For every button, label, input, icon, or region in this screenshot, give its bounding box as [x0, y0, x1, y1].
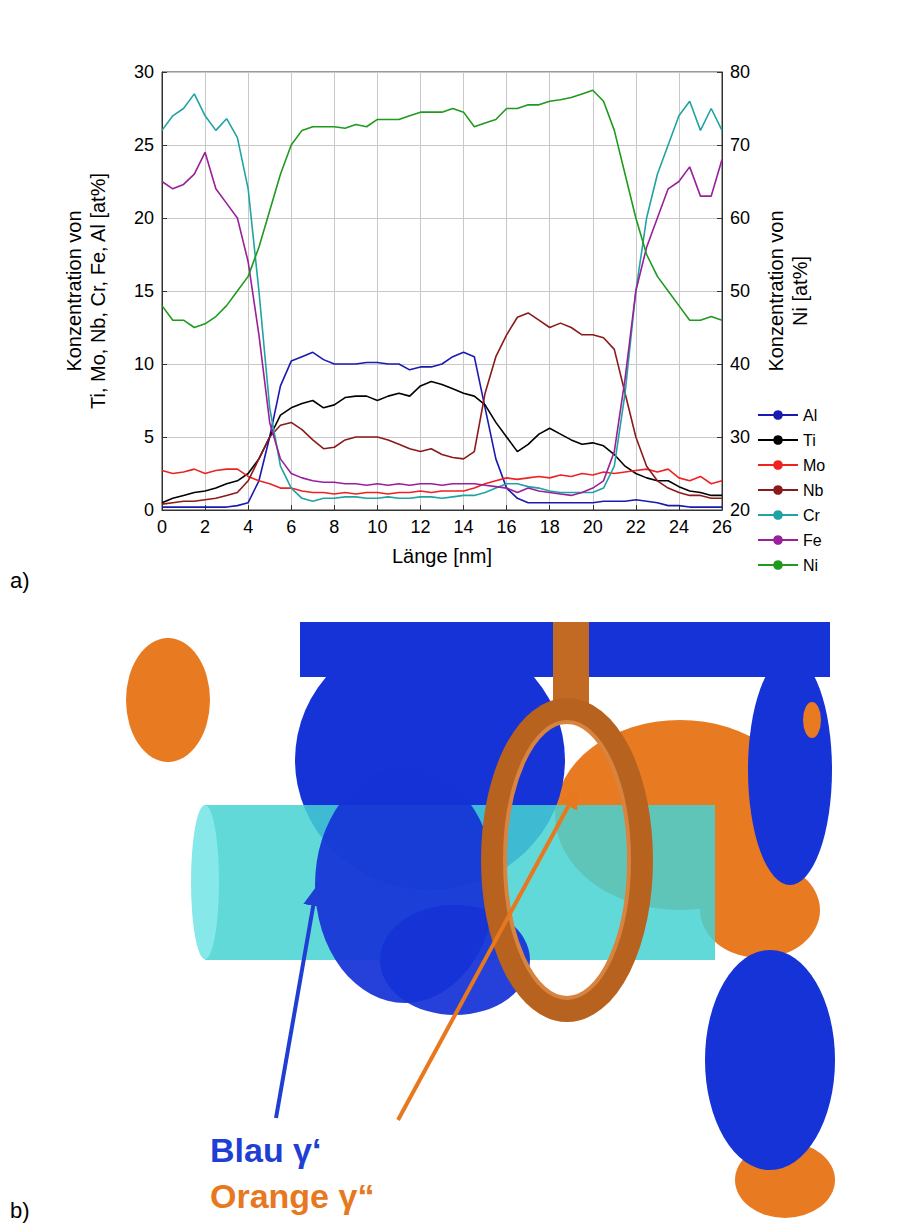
svg-text:26: 26	[712, 517, 732, 537]
svg-text:Cr: Cr	[803, 507, 821, 524]
svg-text:80: 80	[730, 62, 750, 82]
svg-text:Konzentration von: Konzentration von	[63, 210, 85, 371]
svg-text:24: 24	[669, 517, 689, 537]
svg-text:10: 10	[367, 517, 387, 537]
svg-text:Orange γ“: Orange γ“	[210, 1177, 374, 1215]
svg-text:Mo: Mo	[803, 457, 825, 474]
svg-text:Länge [nm]: Länge [nm]	[392, 545, 492, 567]
svg-text:Konzentration von: Konzentration von	[765, 210, 787, 371]
svg-text:Ni [at%]: Ni [at%]	[789, 256, 811, 326]
svg-text:Fe: Fe	[803, 532, 822, 549]
svg-text:Al: Al	[803, 407, 817, 424]
svg-text:Nb: Nb	[803, 482, 824, 499]
svg-text:2: 2	[200, 517, 210, 537]
svg-text:40: 40	[730, 354, 750, 374]
svg-text:5: 5	[144, 427, 154, 447]
svg-text:16: 16	[497, 517, 517, 537]
svg-text:70: 70	[730, 135, 750, 155]
svg-text:20: 20	[134, 208, 154, 228]
svg-text:4: 4	[243, 517, 253, 537]
svg-text:Ti: Ti	[803, 432, 816, 449]
html-text:a): a)	[10, 568, 30, 593]
svg-text:b): b)	[10, 1198, 30, 1223]
svg-text:18: 18	[540, 517, 560, 537]
svg-text:12: 12	[410, 517, 430, 537]
svg-text:6: 6	[286, 517, 296, 537]
svg-text:30: 30	[730, 427, 750, 447]
svg-text:0: 0	[157, 517, 167, 537]
svg-text:14: 14	[454, 517, 474, 537]
svg-text:30: 30	[134, 62, 154, 82]
svg-text:Ni: Ni	[803, 557, 818, 574]
svg-text:20: 20	[583, 517, 603, 537]
svg-text:25: 25	[134, 135, 154, 155]
svg-text:15: 15	[134, 281, 154, 301]
svg-text:0: 0	[144, 500, 154, 520]
svg-text:50: 50	[730, 281, 750, 301]
svg-text:Blau γ‘: Blau γ‘	[210, 1131, 321, 1169]
svg-text:10: 10	[134, 354, 154, 374]
svg-text:20: 20	[730, 500, 750, 520]
svg-text:8: 8	[329, 517, 339, 537]
svg-text:Ti, Mo, Nb, Cr, Fe, Al [at%]: Ti, Mo, Nb, Cr, Fe, Al [at%]	[87, 173, 109, 409]
svg-text:22: 22	[626, 517, 646, 537]
svg-text:60: 60	[730, 208, 750, 228]
